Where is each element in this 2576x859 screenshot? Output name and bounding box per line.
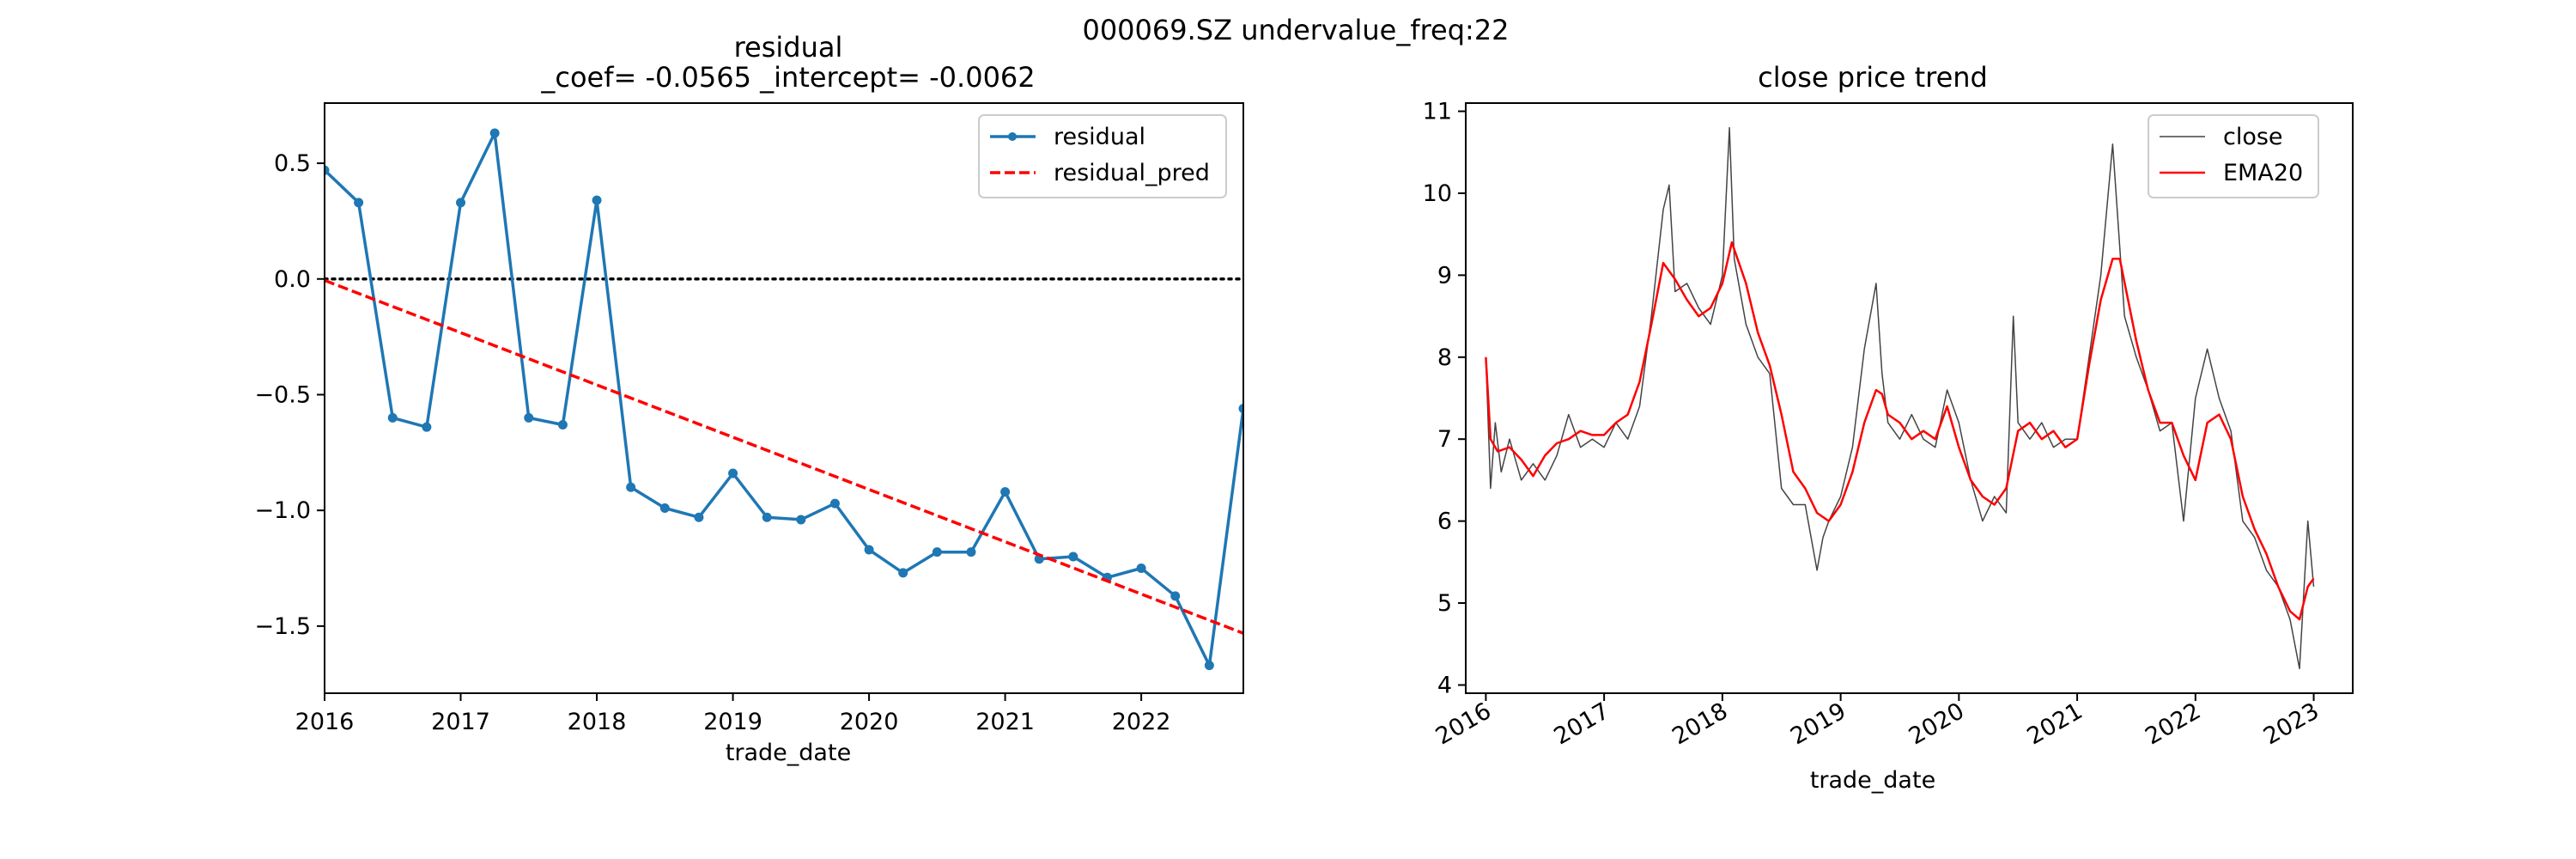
residual-x-tick-label: 2022 [1112,709,1171,735]
residual-y-tick-label: −1.0 [254,497,311,524]
close-y-tick-label: 8 [1437,344,1452,371]
close-y-tick-label: 4 [1437,672,1452,698]
residual-y-tick-label: −0.5 [254,381,311,408]
residual-point [932,547,942,557]
residual-point [524,412,534,423]
legend-label-ema20: EMA20 [2223,160,2303,186]
close-price-legend: close EMA20 [2148,114,2319,198]
legend-label-residual: residual [1054,124,1145,150]
residual-point [728,468,738,478]
residual-x-tick-label: 2016 [295,709,355,735]
close-y-tick-label: 11 [1423,99,1452,125]
residual-plot-area: 0.5 0.0 −0.5 −1.0 −1.5 2016 2017 2018 2019 2020 20… [254,102,1244,735]
residual-point [1170,591,1181,601]
residual-x-tick-label: 2018 [568,709,627,735]
residual-x-tick-label: 2020 [840,709,899,735]
residual-point [387,412,398,423]
series-line-ema20 [1485,241,2315,621]
legend-label-residual-pred: residual_pred [1054,160,1210,186]
residual-x-tick-label: 2021 [975,709,1035,735]
close-axes-frame [1465,102,2354,694]
residual-chart: residual _coef= -0.0565 _intercept= -0.0… [254,31,1244,766]
residual-point [422,422,432,432]
residual-point [694,512,704,522]
residual-point [489,128,500,138]
residual-x-axis-label: trade_date [726,740,851,766]
residual-point [864,545,874,555]
residual-series-group [325,128,1243,671]
residual-point [1000,487,1011,497]
residual-legend: residual residual_pred [978,114,1227,198]
close-y-tick-label: 6 [1437,509,1452,535]
figure-suptitle: 000069.SZ undervalue_freq:22 [1082,14,1509,46]
close-y-tick-label: 5 [1437,590,1452,617]
legend-label-close: close [2223,124,2283,150]
residual-point [966,547,976,557]
residual-x-tick-label: 2019 [703,709,762,735]
close-price-x-axis-label: trade_date [1810,767,1935,794]
close-series-group [1485,126,2315,670]
close-price-legend-frame [2148,114,2319,198]
series-line-residual [325,131,1243,667]
close-y-tick-label: 7 [1437,426,1452,453]
residual-x-tick-label: 2017 [431,709,490,735]
residual-point [557,419,568,430]
series-line-residual-pred [325,278,1243,635]
residual-point [1136,564,1146,574]
residual-chart-subtitle: _coef= -0.0565 _intercept= -0.0062 [540,61,1035,94]
residual-point [659,503,670,513]
legend-marker-residual [1008,132,1017,141]
residual-chart-title: residual [734,31,843,64]
residual-point [1204,661,1214,671]
residual-point [829,498,840,509]
residual-y-tick-label: 0.0 [274,266,311,293]
residual-y-tick-label: −1.5 [254,613,311,640]
residual-point [626,482,636,492]
residual-point [456,198,466,208]
residual-legend-frame [978,114,1227,198]
residual-y-tick-label: 0.5 [274,150,311,177]
residual-axes-frame [324,102,1244,694]
residual-point [592,195,602,205]
close-y-tick-label: 9 [1437,262,1452,289]
residual-point [796,515,806,525]
close-y-tick-label: 10 [1423,180,1452,207]
residual-point [325,165,330,175]
residual-point [354,198,364,208]
residual-point [1238,404,1243,414]
residual-point [898,568,908,578]
residual-point [762,512,772,522]
residual-point [1068,551,1078,562]
close-price-chart-title: close price trend [1758,61,1988,94]
